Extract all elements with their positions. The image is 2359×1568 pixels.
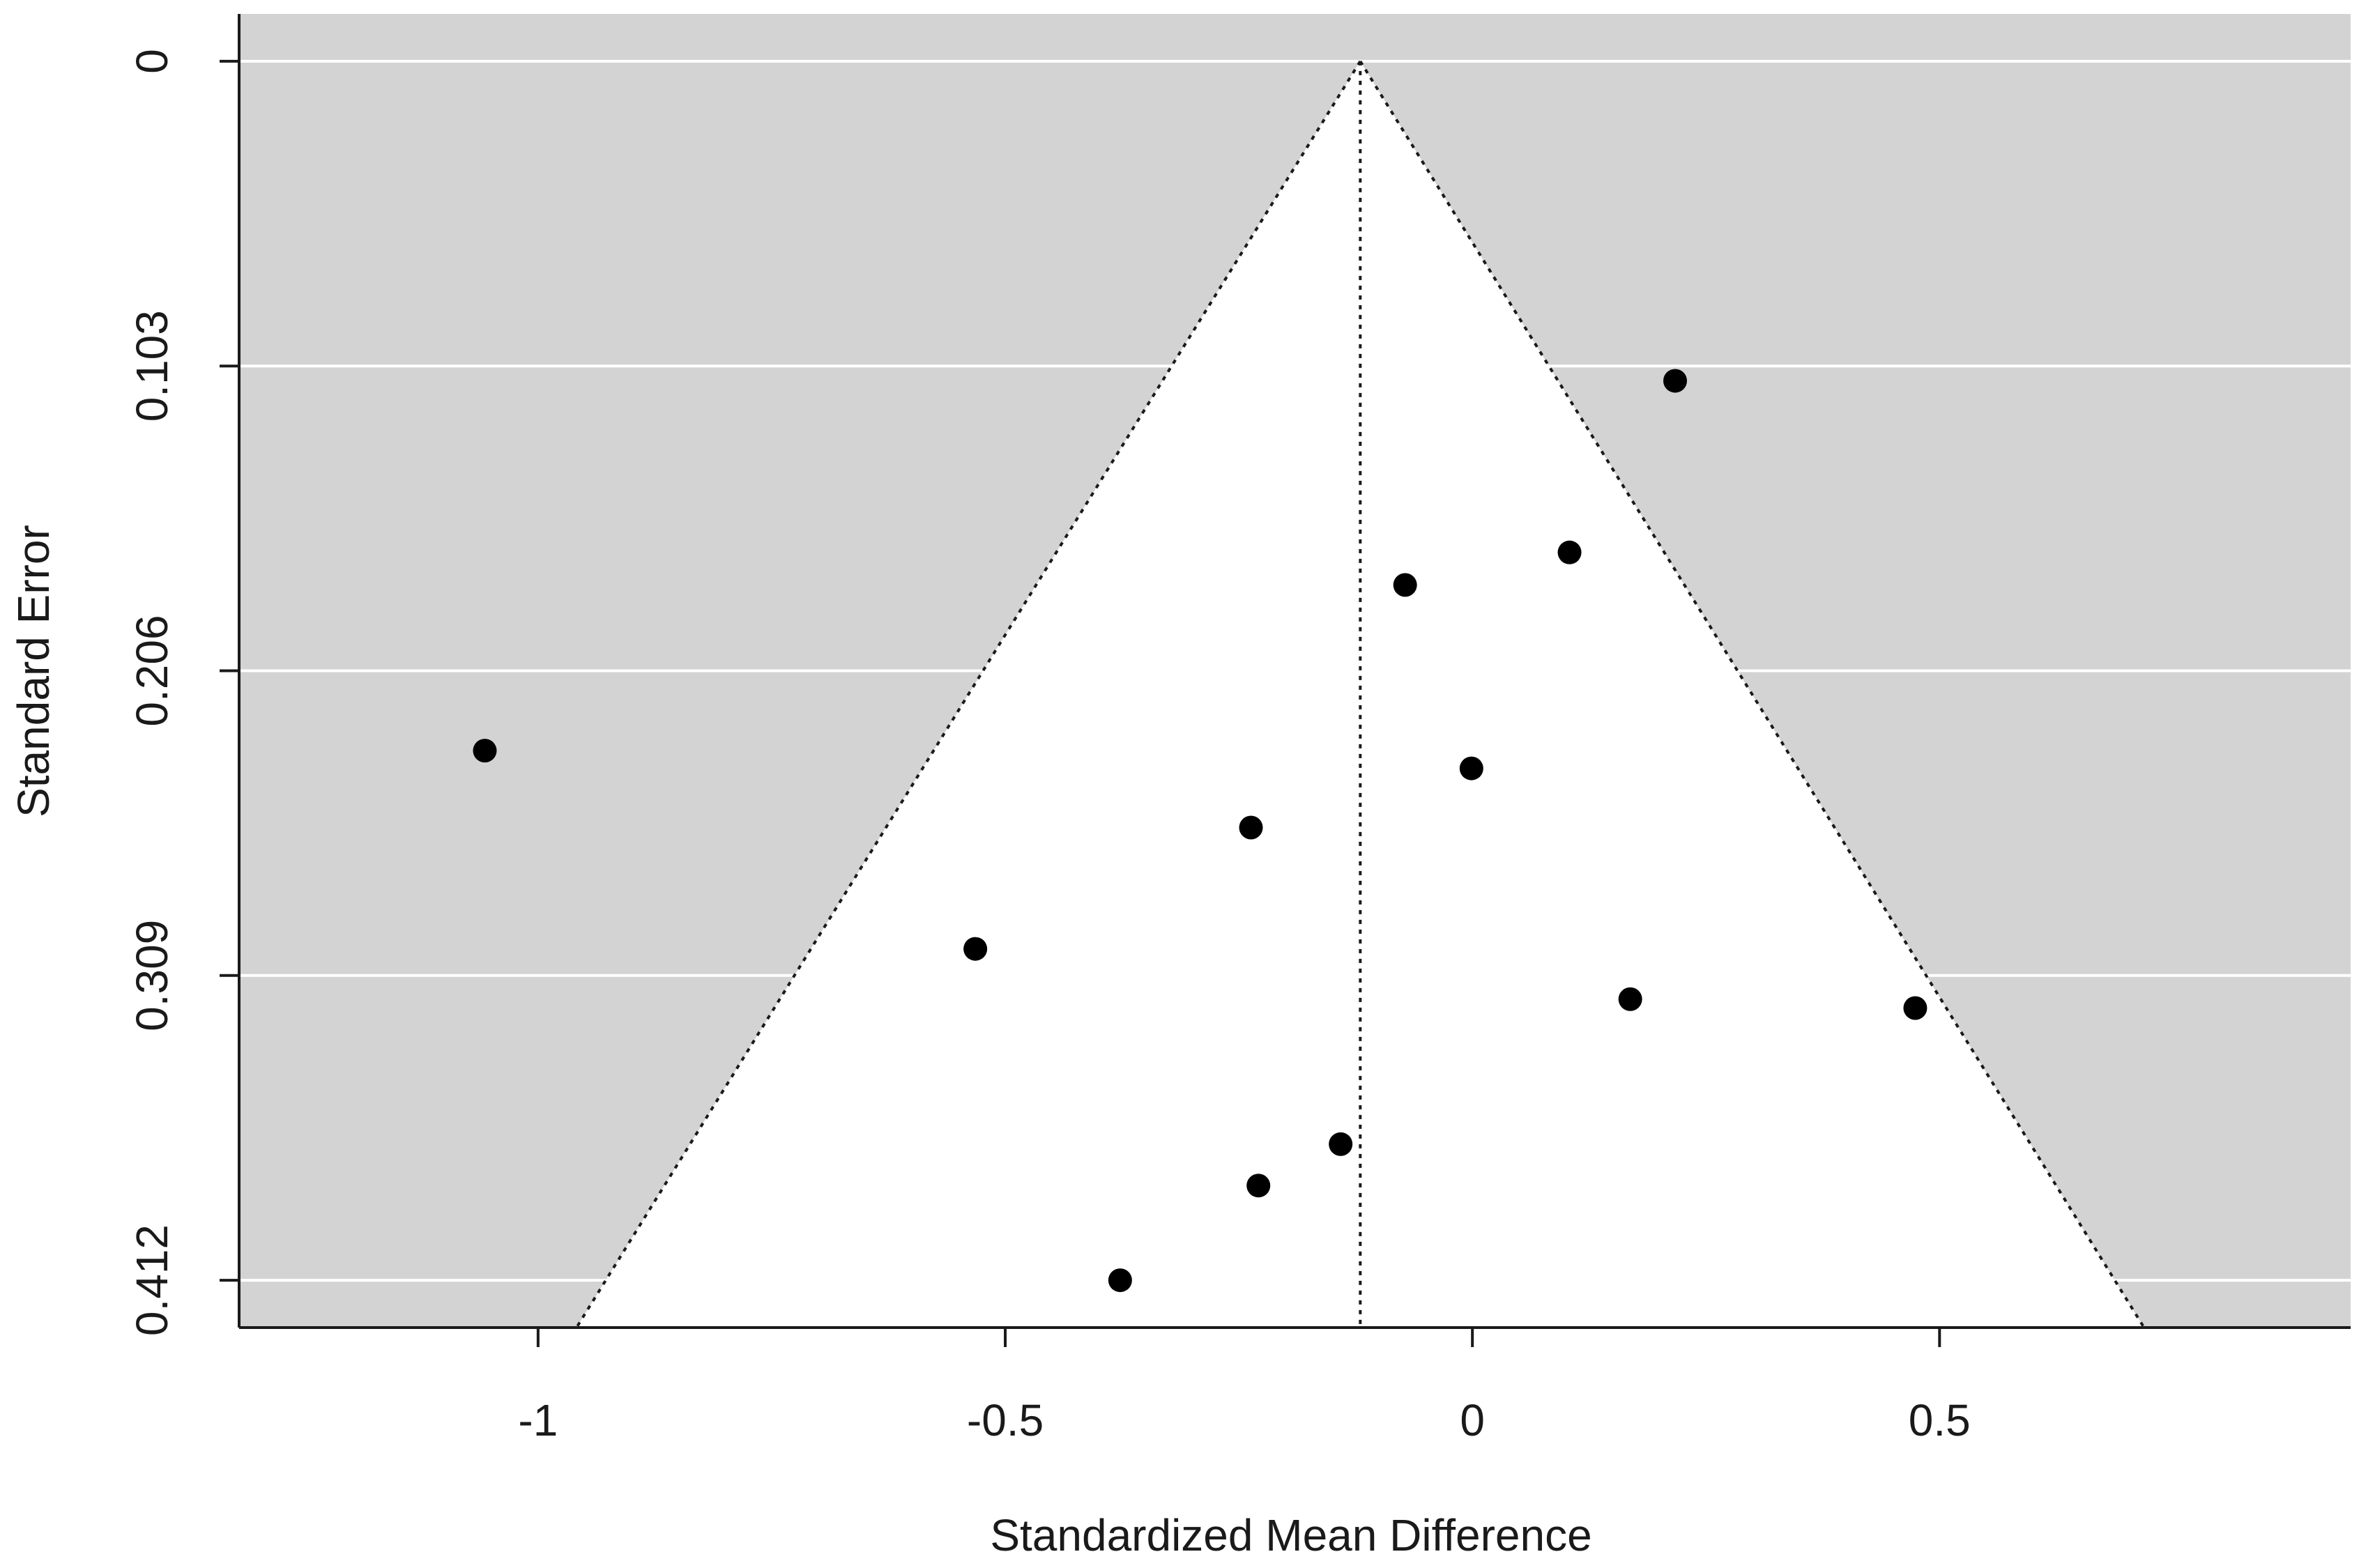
data-point bbox=[1459, 756, 1483, 781]
y-tick-label: 0 bbox=[127, 49, 177, 74]
y-tick-label: 0.309 bbox=[127, 920, 177, 1031]
x-tick-label: -1 bbox=[518, 1395, 558, 1445]
y-tick-label: 0.412 bbox=[127, 1224, 177, 1336]
funnel-right-line bbox=[1359, 60, 2146, 1329]
data-point bbox=[1393, 573, 1417, 597]
y-tick-labels: 0 0.103 0.206 0.309 0.412 bbox=[127, 49, 177, 1336]
data-point bbox=[1329, 1132, 1353, 1156]
data-point bbox=[1246, 1174, 1271, 1198]
data-point bbox=[473, 739, 497, 763]
funnel-lines bbox=[575, 60, 2146, 1329]
funnel-region bbox=[576, 61, 2144, 1328]
data-point bbox=[963, 937, 988, 961]
y-axis-label: Standard Error bbox=[8, 525, 59, 817]
x-tick-label: -0.5 bbox=[967, 1395, 1044, 1445]
data-point bbox=[1663, 369, 1687, 393]
y-tick-label: 0.206 bbox=[127, 615, 177, 726]
x-tick-labels: -1 -0.5 0 0.5 bbox=[518, 1395, 1970, 1445]
data-point bbox=[1903, 996, 1927, 1020]
x-tick-label: 0.5 bbox=[1909, 1395, 1971, 1445]
gridlines bbox=[239, 59, 2351, 1282]
data-point bbox=[1108, 1268, 1132, 1293]
x-axis-label: Standardized Mean Difference bbox=[990, 1510, 1591, 1560]
data-point bbox=[1618, 987, 1642, 1011]
x-tick-label: 0 bbox=[1460, 1395, 1485, 1445]
y-tick-label: 0.103 bbox=[127, 310, 177, 422]
data-point bbox=[1557, 540, 1582, 564]
data-points bbox=[473, 369, 1927, 1293]
data-point bbox=[1239, 815, 1263, 840]
axes bbox=[220, 14, 2351, 1347]
funnel-left-line bbox=[575, 60, 1362, 1329]
